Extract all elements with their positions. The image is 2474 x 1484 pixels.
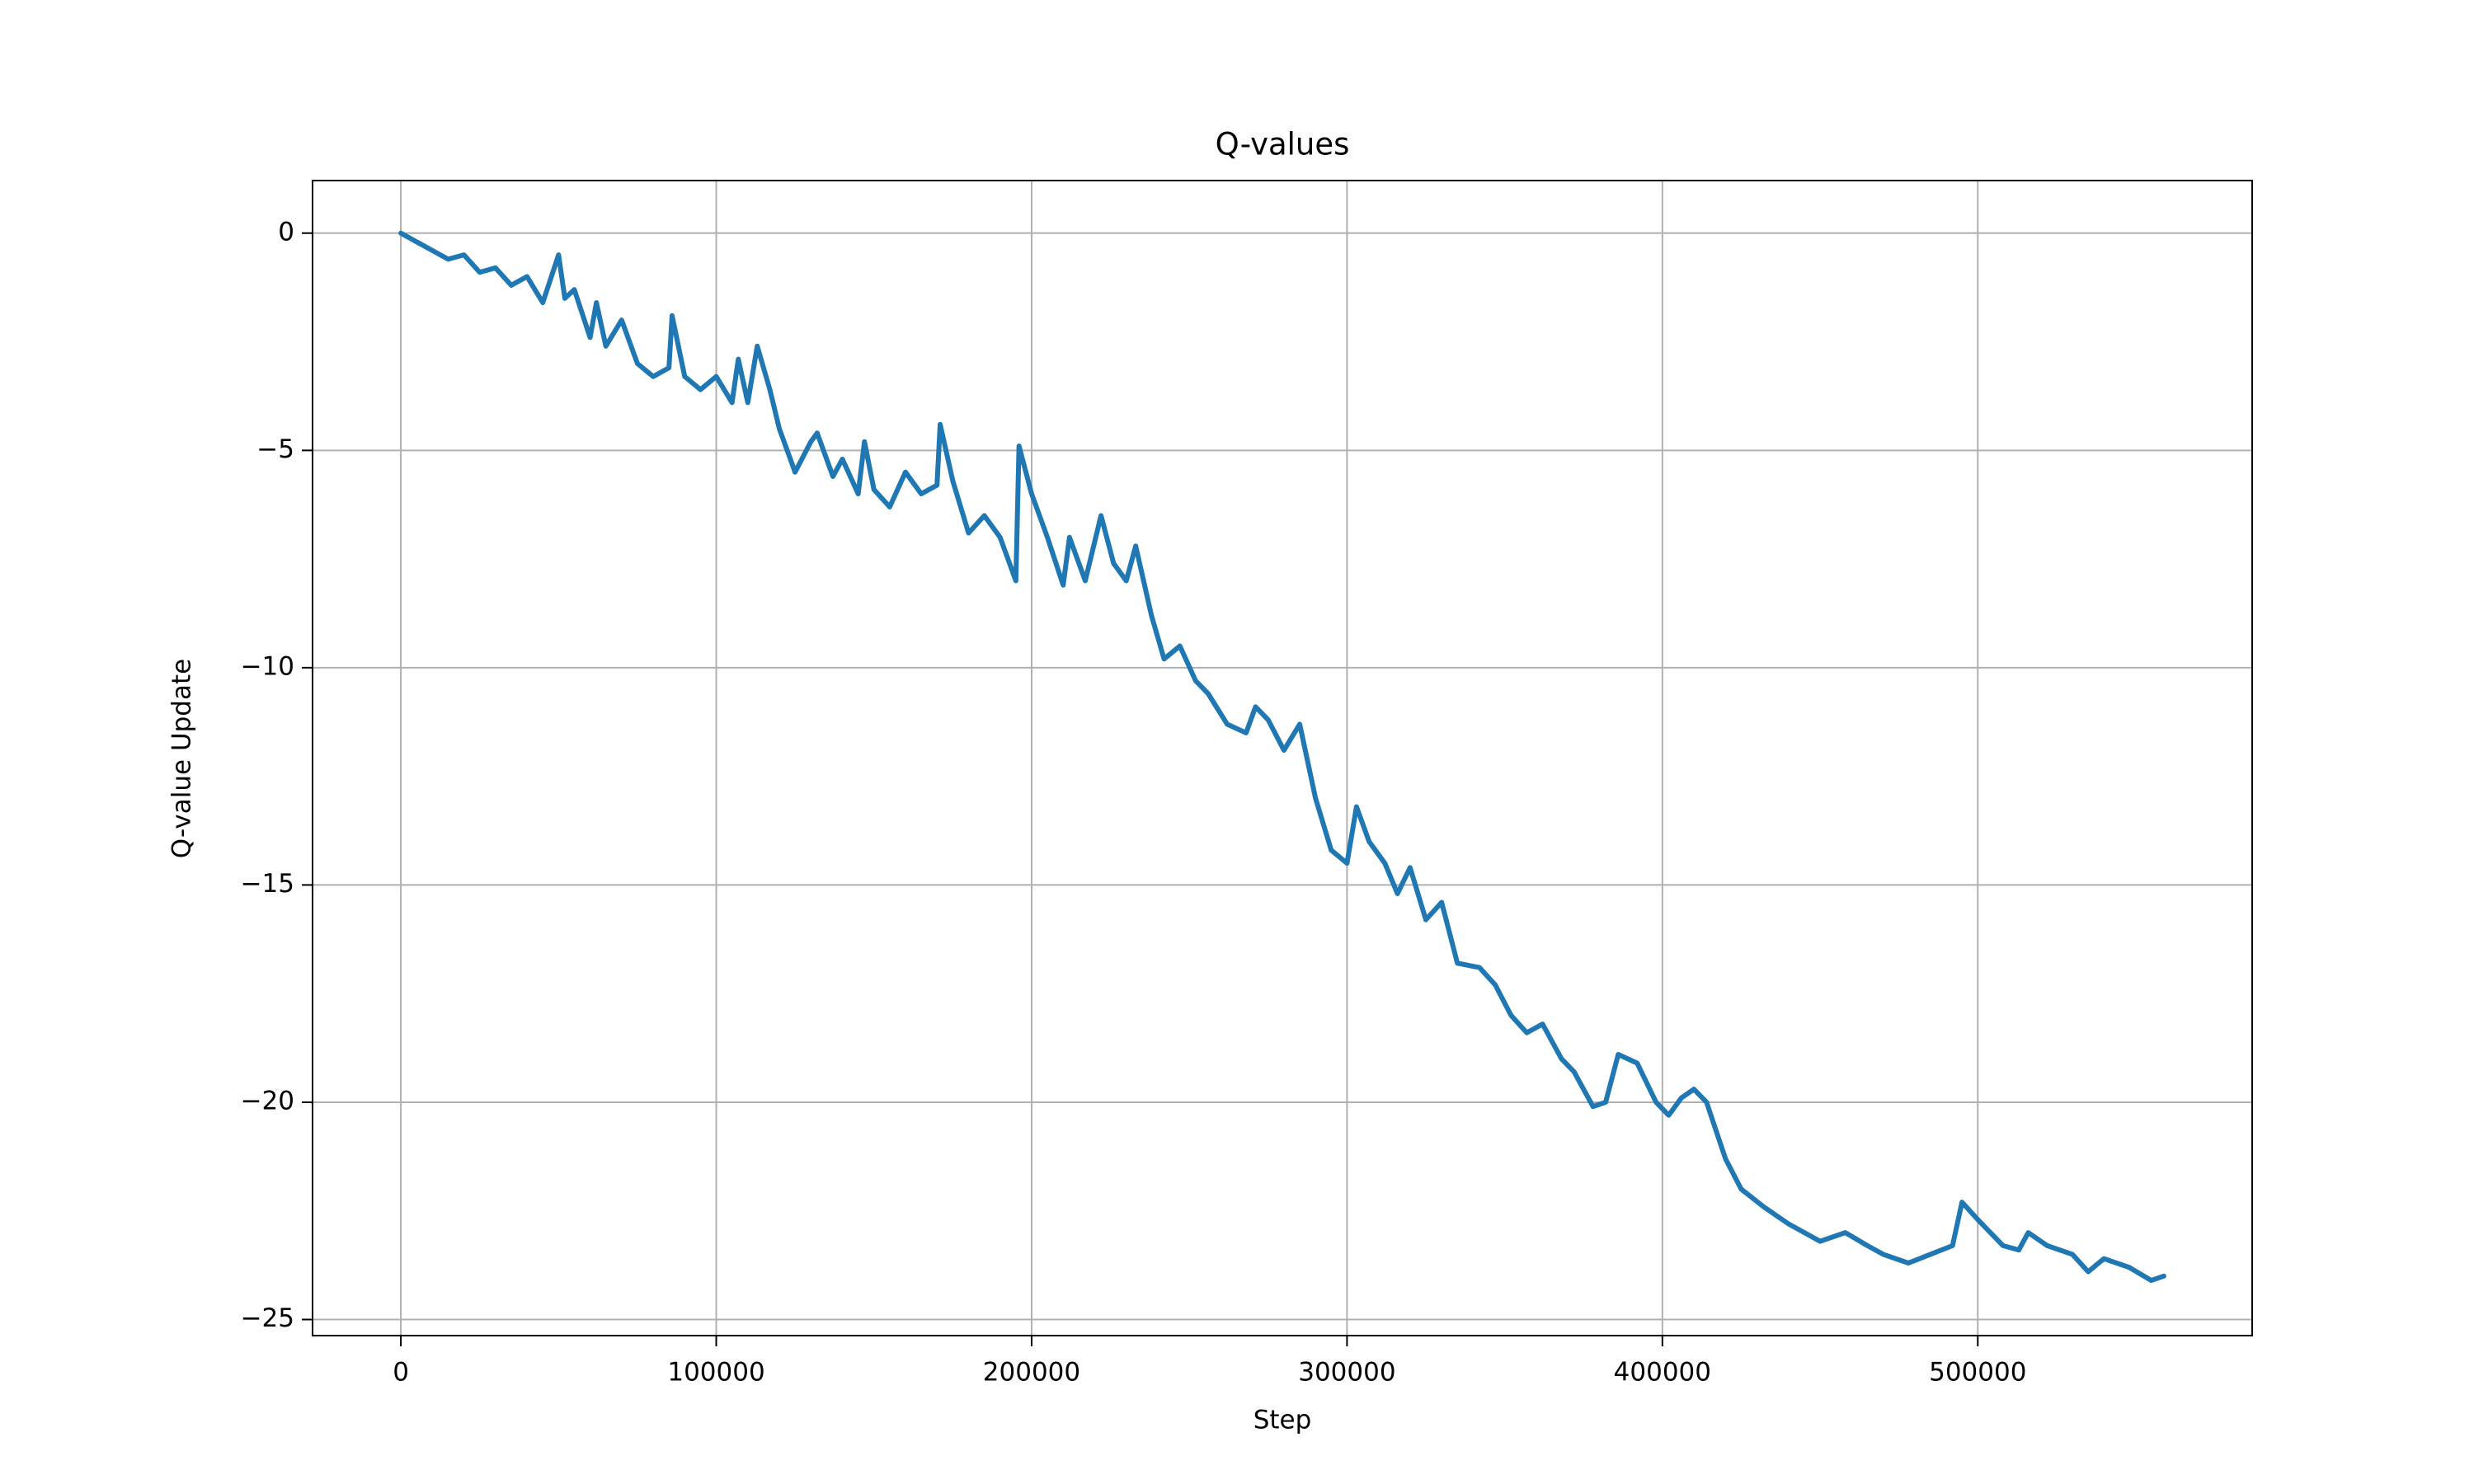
x-tick-label: 100000 bbox=[667, 1358, 764, 1388]
plot-frame bbox=[312, 180, 2253, 1336]
y-tick-label: −15 bbox=[241, 869, 294, 899]
x-tick-label: 300000 bbox=[1298, 1358, 1395, 1388]
y-tick-label: −25 bbox=[241, 1303, 294, 1333]
y-tick-label: −10 bbox=[241, 651, 294, 681]
y-tick-label: −20 bbox=[241, 1086, 294, 1115]
x-axis-label: Step bbox=[1253, 1406, 1312, 1435]
chart-title: Q-values bbox=[1216, 127, 1350, 162]
x-tick-label: 200000 bbox=[983, 1358, 1080, 1388]
x-tick-label: 500000 bbox=[1929, 1358, 2026, 1388]
y-axis-label: Q-value Update bbox=[167, 659, 197, 858]
data-line bbox=[398, 230, 2166, 1284]
x-tick-label: 400000 bbox=[1614, 1358, 1711, 1388]
x-tick-label: 0 bbox=[393, 1358, 409, 1388]
y-tick-label: −5 bbox=[256, 434, 294, 464]
y-tick-label: 0 bbox=[278, 217, 294, 247]
